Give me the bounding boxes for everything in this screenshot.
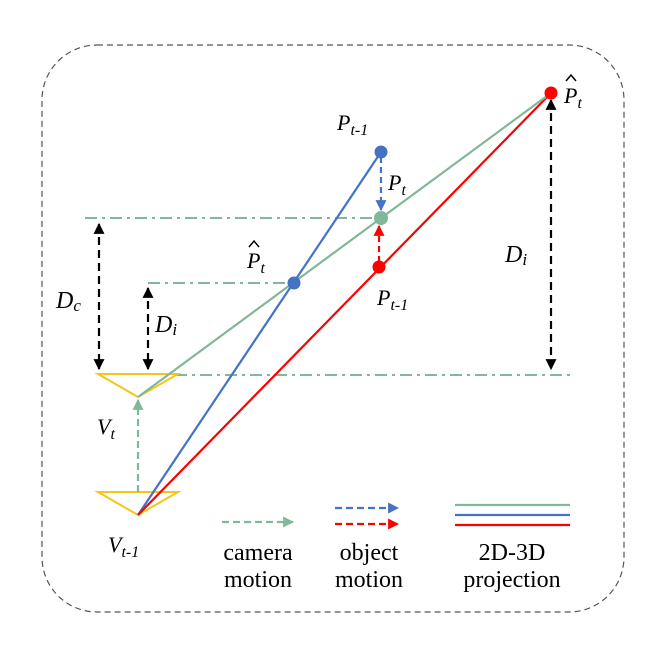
camera-vt-triangle [94, 373, 182, 399]
green-point-pt [374, 211, 388, 225]
blue-point-pt-minus-1 [374, 145, 388, 159]
reference-lines [85, 217, 572, 376]
legend-projection-line1: 2D-3D [479, 540, 546, 566]
label-pt-minus-1-blue: Pt-1 [336, 110, 368, 139]
red-point-pt-hat [544, 86, 558, 100]
legend-camera-motion-line2: motion [224, 567, 292, 593]
blue-point-pt-hat [287, 276, 301, 290]
legend-projection-line2: projection [463, 567, 560, 593]
label-pt-hat-red: Pt [563, 83, 582, 112]
label-pt-hat-blue: Pt [246, 248, 265, 277]
label-pt-blue: Pt [387, 170, 406, 199]
hat-mark-blue [248, 239, 260, 248]
label-dc: Dc [55, 288, 81, 315]
label-di-right: Di [504, 242, 527, 269]
label-vt-minus-1: Vt-1 [108, 532, 139, 561]
red-projection-line [137, 92, 552, 516]
blue-projection-line [137, 151, 382, 516]
green-projection-line [137, 92, 552, 398]
red-point-pt-minus-1 [372, 260, 386, 274]
camera-vt-minus-1-triangle [94, 491, 182, 517]
legend-object-motion-line1: object [340, 540, 399, 566]
hat-mark-red [565, 73, 577, 82]
legend-camera-motion-line1: camera [223, 540, 293, 566]
legend: camera motion object motion 2D-3D projec… [222, 502, 570, 593]
label-pt-minus-1-red: Pt-1 [376, 285, 408, 314]
diagram-border [41, 44, 625, 613]
label-vt: Vt [97, 414, 115, 443]
legend-object-motion-line2: motion [335, 567, 403, 593]
label-di-left: Di [154, 312, 177, 339]
